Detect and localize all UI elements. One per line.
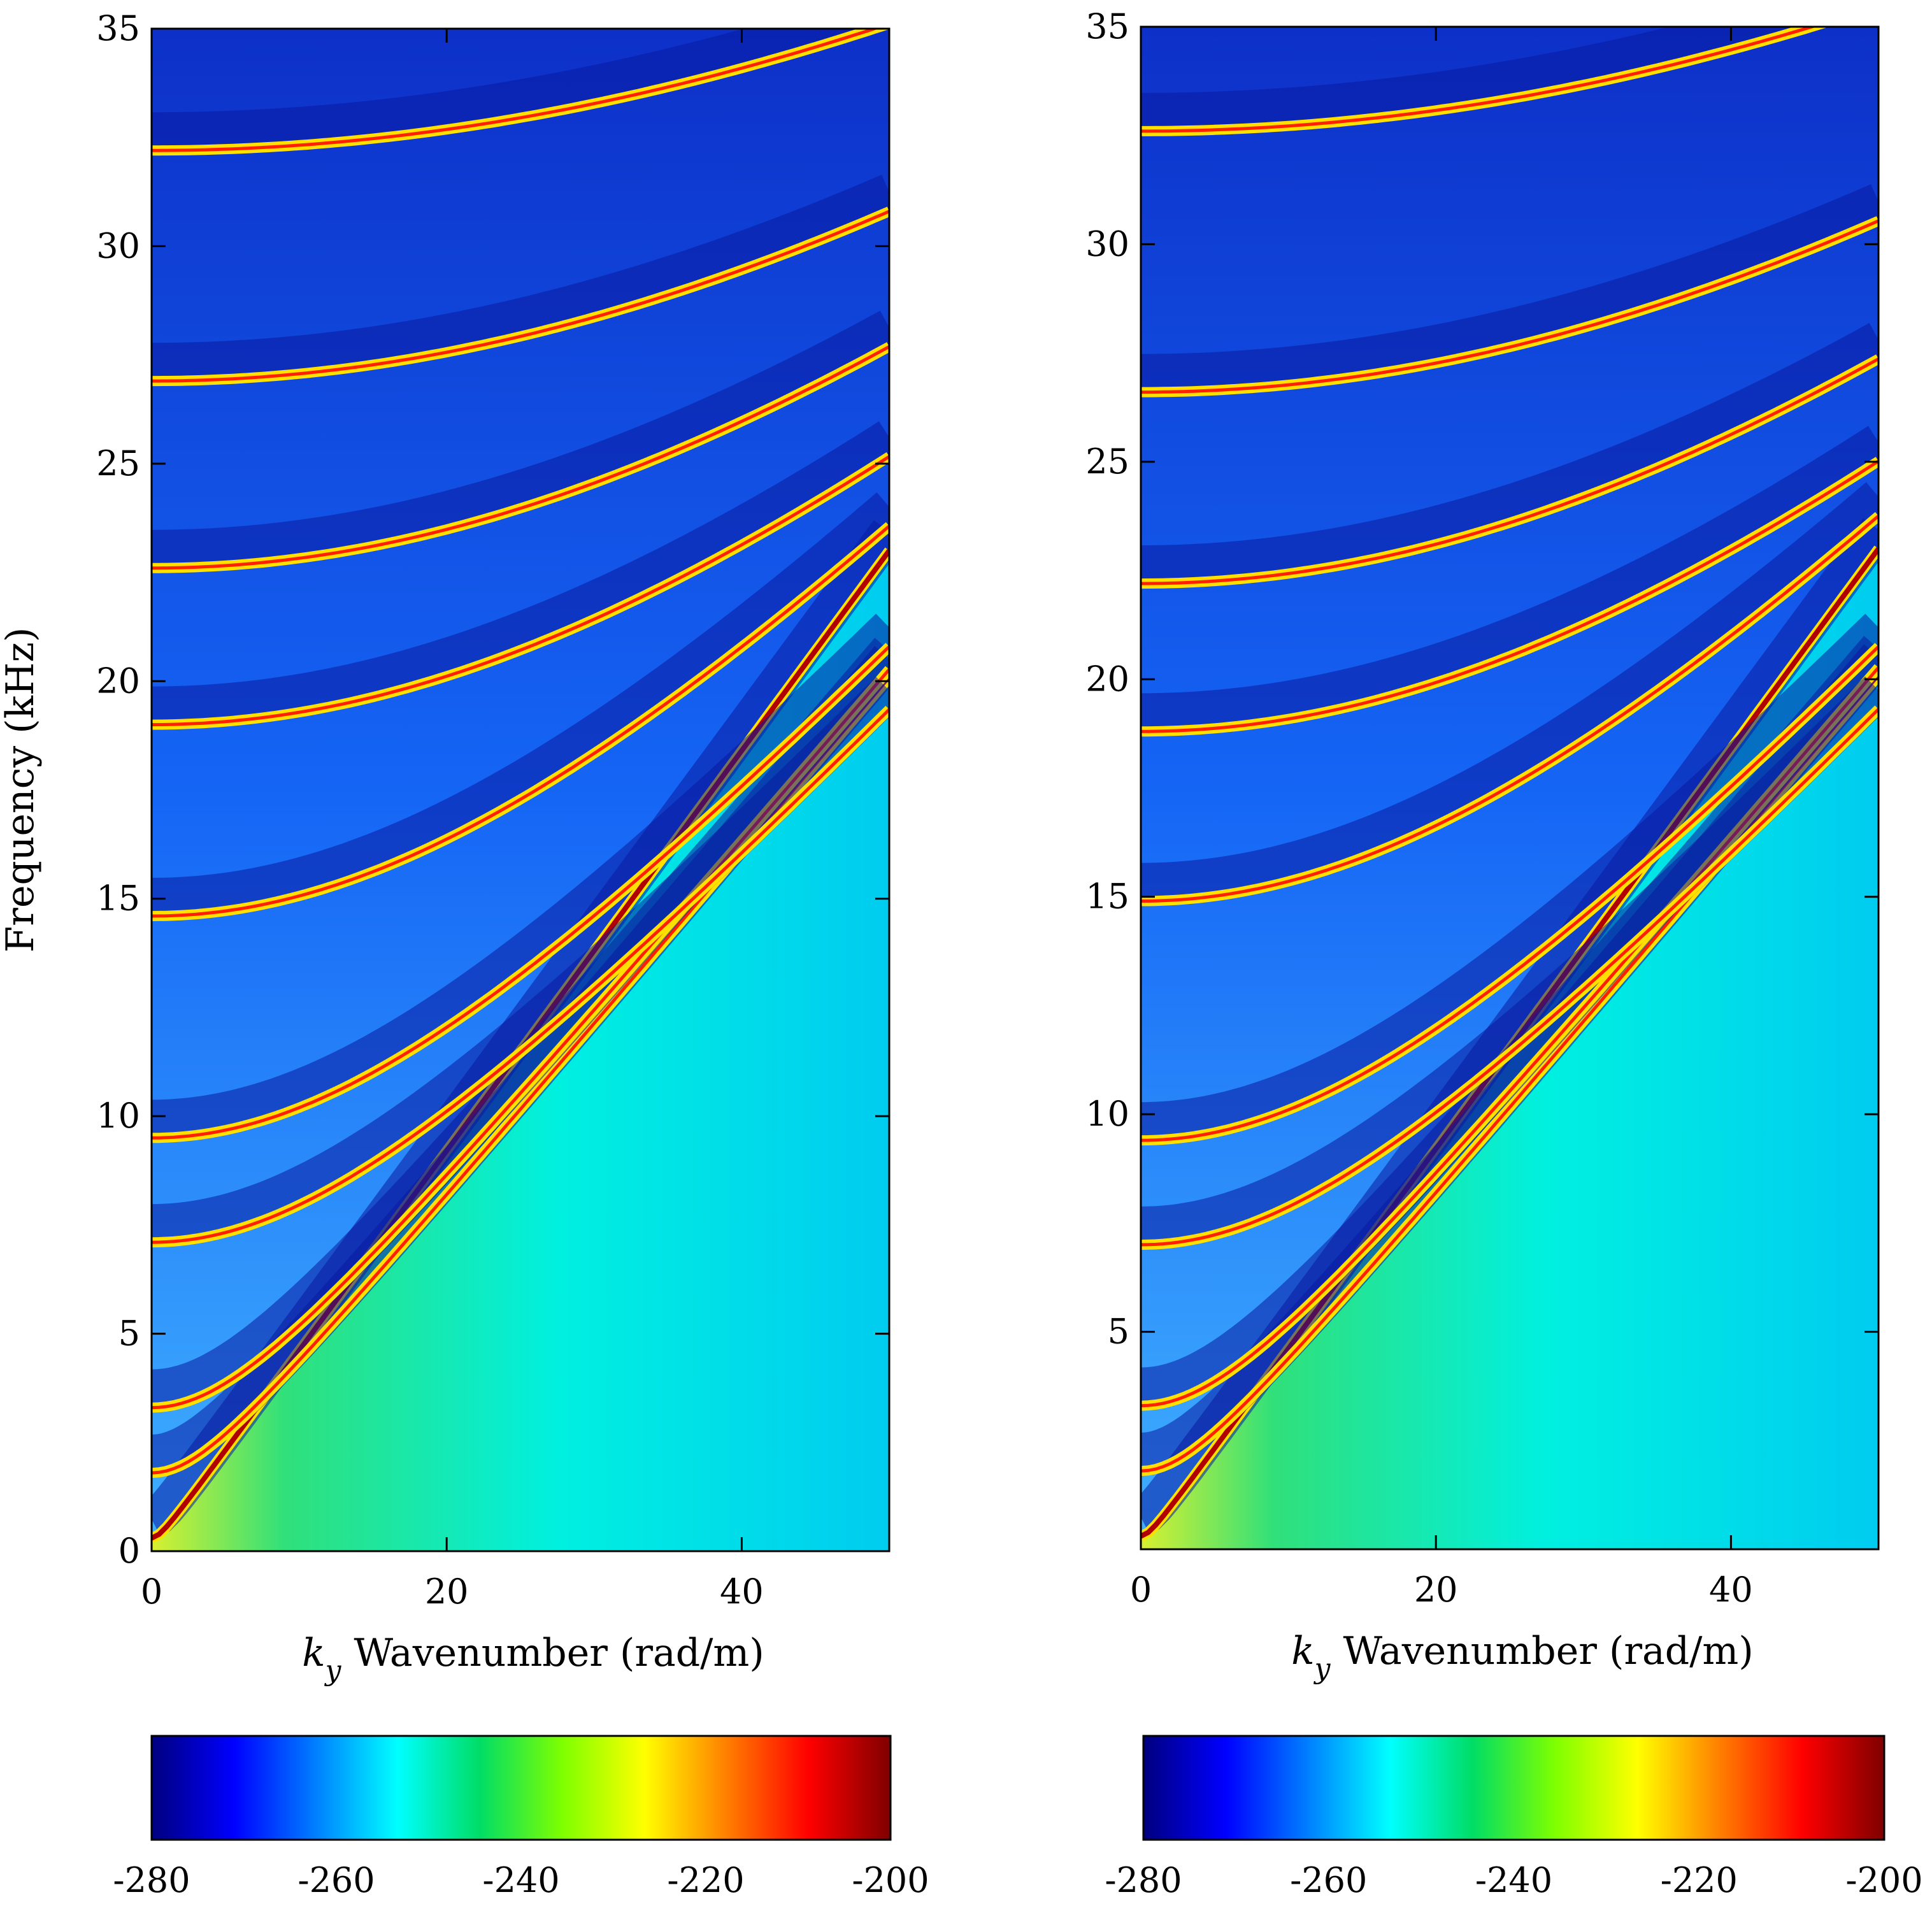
left-heatmap-panel: 0 20 40 0 5 10 15 20 25 30 35 Frequency (kHz) ky W…: [0, 8, 929, 1900]
mode-shadow-7: [1141, 323, 1878, 584]
left-x-axis-subscript: y: [324, 1654, 342, 1687]
x-tick-label: 0: [1130, 1570, 1152, 1610]
mode-curve-8: [1141, 219, 1878, 394]
mode-curve-5: [152, 524, 889, 918]
right-dispersion-curves: [1141, 27, 1878, 1541]
left-colorbar-ticks: -280 -260 -240 -220 -200: [113, 1860, 929, 1900]
y-tick-label: 25: [1085, 441, 1129, 482]
mode-curve-5: [1141, 514, 1878, 903]
x-tick-label: 0: [141, 1572, 162, 1612]
y-tick-label: 35: [1085, 6, 1129, 47]
right-plot-frame: [1140, 25, 1880, 1551]
mode-curve-9: [1141, 27, 1818, 133]
mode-curve-4: [1141, 645, 1878, 1142]
colorbar-tick-label: -280: [1105, 1860, 1182, 1900]
right-colorbar: [1142, 1735, 1885, 1841]
mode-curve-8: [152, 210, 889, 383]
right-x-axis-subscript: y: [1313, 1652, 1331, 1685]
mode-curve-6: [152, 455, 889, 727]
mode-shadow-3: [1141, 676, 1878, 1245]
mode-curve-4: [152, 645, 889, 1140]
y-tick-label: 20: [96, 661, 140, 701]
left-y-ticks: 0 5 10 15 20 25 30 35: [96, 8, 889, 1571]
left-x-ticks: 0 20 40: [141, 29, 764, 1612]
y-tick-label: 35: [96, 8, 140, 48]
mode-shadow-3: [152, 677, 889, 1243]
mode-curve-3: [152, 708, 889, 1244]
mode-shadow-8: [152, 175, 889, 382]
mode-shadow-9: [1141, 27, 1815, 131]
mode-shadow-6: [1141, 426, 1878, 732]
right-x-axis-symbol: k: [1291, 1629, 1314, 1673]
right-x-axis-label: ky Wavenumber (rad/m): [1291, 1629, 1754, 1685]
colorbar-tick-label: -240: [482, 1860, 559, 1900]
left-plot-frame: [150, 27, 891, 1552]
y-tick-label: 15: [96, 878, 140, 919]
left-colorbar: [150, 1735, 892, 1841]
mode-shadow-4: [1141, 613, 1878, 1141]
y-tick-label: 0: [118, 1531, 140, 1571]
x-tick-label: 20: [1414, 1570, 1458, 1610]
y-tick-label: 5: [1108, 1312, 1129, 1352]
x-tick-label: 20: [425, 1572, 469, 1612]
y-tick-label: 5: [118, 1314, 140, 1354]
y-tick-label: 30: [1085, 224, 1129, 264]
colorbar-tick-label: -280: [113, 1860, 190, 1900]
left-dispersion-curves: [152, 29, 889, 1543]
right-y-ticks: 5 10 15 20 25 30 35: [1085, 6, 1878, 1352]
colorbar-tick-label: -200: [1845, 1860, 1922, 1900]
left-y-axis-label: Frequency (kHz): [0, 627, 43, 953]
colorbar-tick-label: -260: [297, 1860, 375, 1900]
mode-shadow-5: [152, 492, 889, 916]
y-tick-label: 30: [96, 226, 140, 266]
y-tick-label: 25: [96, 443, 140, 484]
mode-shadow-6: [152, 421, 889, 725]
mode-curve-3: [1141, 708, 1878, 1247]
left-x-axis-text: Wavenumber (rad/m): [354, 1631, 764, 1675]
y-tick-label: 10: [1085, 1094, 1129, 1134]
colorbar-tick-label: -220: [667, 1860, 744, 1900]
right-x-ticks: 0 20 40: [1130, 27, 1753, 1610]
mode-curve-9: [152, 29, 880, 152]
mode-curve-6: [1141, 459, 1878, 733]
right-colorbar-ticks: -280 -260 -240 -220 -200: [1105, 1860, 1922, 1900]
mode-shadow-9: [152, 29, 878, 151]
left-x-axis-symbol: k: [302, 1631, 325, 1675]
colorbar-tick-label: -220: [1661, 1860, 1738, 1900]
mode-curve-7: [1141, 357, 1878, 585]
mode-shadow-4: [152, 613, 889, 1138]
colorbar-tick-label: -260: [1290, 1860, 1367, 1900]
mode-shadow-7: [152, 310, 889, 568]
colorbar-tick-label: -240: [1475, 1860, 1552, 1900]
y-tick-label: 20: [1085, 659, 1129, 699]
mode-curve-7: [152, 345, 889, 570]
x-tick-label: 40: [1709, 1570, 1753, 1610]
right-heatmap-panel: 0 20 40 5 10 15 20 25 30 35 ky Wavenumber (rad/m)…: [1085, 6, 1922, 1900]
x-tick-label: 40: [720, 1572, 764, 1612]
colorbar-tick-label: -200: [852, 1860, 929, 1900]
right-x-axis-text: Wavenumber (rad/m): [1343, 1629, 1753, 1673]
y-tick-label: 10: [96, 1096, 140, 1136]
mode-shadow-5: [1141, 482, 1878, 901]
left-x-axis-label: ky Wavenumber (rad/m): [302, 1631, 764, 1687]
y-tick-label: 15: [1085, 877, 1129, 917]
mode-shadow-8: [1141, 184, 1878, 392]
